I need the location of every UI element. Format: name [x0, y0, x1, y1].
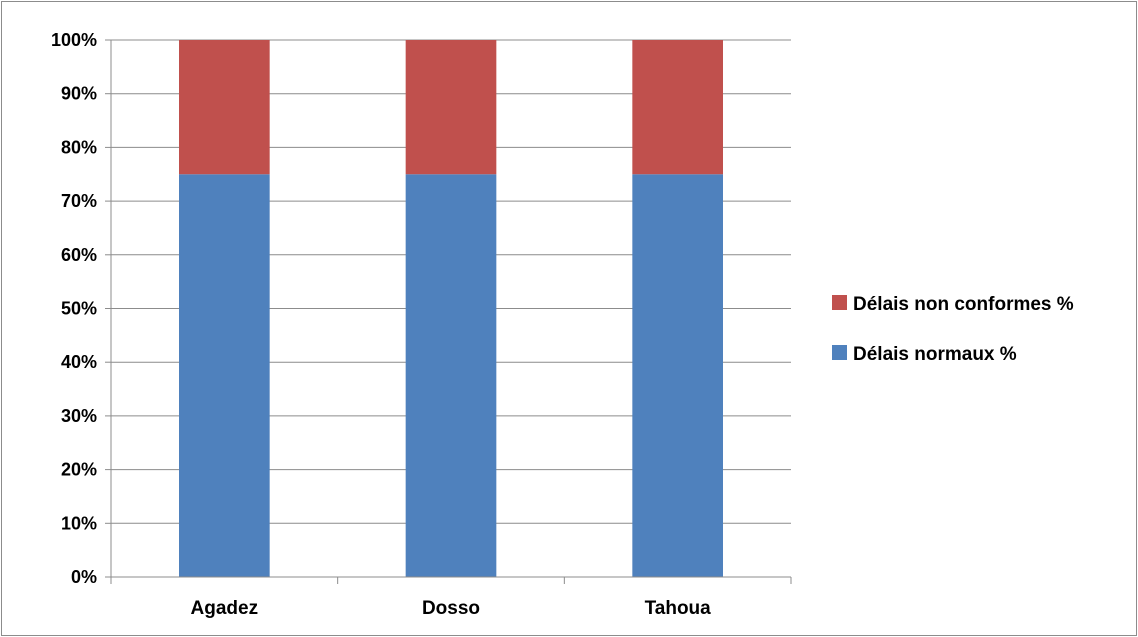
bar-delais-normaux: [179, 174, 270, 577]
y-tick-label: 10%: [61, 513, 97, 533]
y-tick-label: 100%: [51, 30, 97, 50]
legend: Délais non conformes % Délais normaux %: [832, 294, 1074, 365]
bar-delais-non-conformes: [632, 40, 723, 174]
legend-entry: Délais normaux %: [853, 344, 1017, 365]
bar-delais-normaux: [406, 174, 497, 577]
legend-swatch: [832, 345, 847, 360]
category-labels: Agadez Dosso Tahoua: [191, 598, 712, 619]
bars: [179, 40, 723, 577]
category-label: Dosso: [422, 598, 480, 619]
category-label: Tahoua: [645, 598, 712, 619]
y-tick-label: 40%: [61, 352, 97, 372]
bar-delais-normaux: [632, 174, 723, 577]
legend-swatch: [832, 295, 847, 310]
bar-delais-non-conformes: [406, 40, 497, 174]
y-tick-label: 30%: [61, 406, 97, 426]
bar-delais-non-conformes: [179, 40, 270, 174]
y-tick-label: 20%: [61, 460, 97, 480]
y-tick-label: 0%: [71, 567, 97, 587]
y-tick-label: 90%: [61, 84, 97, 104]
y-tick-label: 50%: [61, 299, 97, 319]
legend-entry: Délais non conformes %: [853, 294, 1074, 315]
y-tick-labels: 0% 10% 20% 30% 40% 50% 60% 70% 80% 90% 100%: [51, 30, 97, 587]
y-tick-label: 70%: [61, 191, 97, 211]
category-label: Agadez: [191, 598, 259, 619]
y-tick-label: 80%: [61, 137, 97, 157]
y-tick-label: 60%: [61, 245, 97, 265]
